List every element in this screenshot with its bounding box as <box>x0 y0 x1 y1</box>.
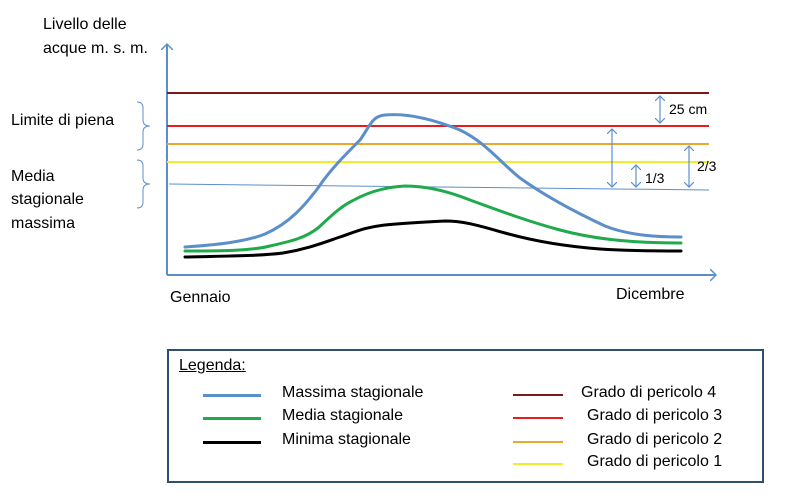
label-media-line3: massima <box>11 215 75 232</box>
legend-swatch-pericolo-2 <box>513 441 563 443</box>
legend-swatch-minima <box>203 441 261 444</box>
massima-stagionale-curve <box>183 113 683 249</box>
legend-box: Legenda: Massima stagionale Media stagio… <box>167 349 764 483</box>
legend-label-pericolo-3: Grado di pericolo 3 <box>587 407 723 424</box>
legend-label-pericolo-1: Grado di pericolo 1 <box>587 453 723 470</box>
legend-swatch-pericolo-3 <box>513 417 563 419</box>
legend-swatch-pericolo-1 <box>513 463 563 465</box>
y-axis-label-line2: acque m. s. m. <box>43 40 148 57</box>
bracket-media-stagionale <box>136 159 151 209</box>
legend-label-massima: Massima stagionale <box>282 384 424 401</box>
annotation-2-3: 2/3 <box>697 158 717 174</box>
legend-swatch-media <box>203 417 261 420</box>
media-stagionale-curve <box>183 184 683 253</box>
media-stagionale-massima-line <box>168 183 710 191</box>
label-media-line1: Media <box>11 168 55 185</box>
x-start-label: Gennaio <box>170 289 231 306</box>
annotation-1-3: 1/3 <box>645 170 665 186</box>
legend-label-pericolo-2: Grado di pericolo 2 <box>587 431 723 448</box>
label-limite-piena: Limite di piena <box>11 112 114 129</box>
annotation-25cm: 25 cm <box>669 101 707 117</box>
x-end-label: Dicembre <box>616 286 685 303</box>
label-media-line2: stagionale <box>11 191 84 208</box>
legend-swatch-pericolo-4 <box>513 394 563 396</box>
legend-title: Legenda: <box>179 357 246 374</box>
legend-label-media: Media stagionale <box>282 407 403 424</box>
legend-swatch-massima <box>203 394 261 397</box>
bracket-limite-piena <box>136 101 151 151</box>
y-axis-label-line1: Livello delle <box>43 16 127 33</box>
legend-label-pericolo-4: Grado di pericolo 4 <box>581 384 717 401</box>
legend-label-minima: Minima stagionale <box>282 431 411 448</box>
minima-stagionale-curve <box>183 219 683 259</box>
